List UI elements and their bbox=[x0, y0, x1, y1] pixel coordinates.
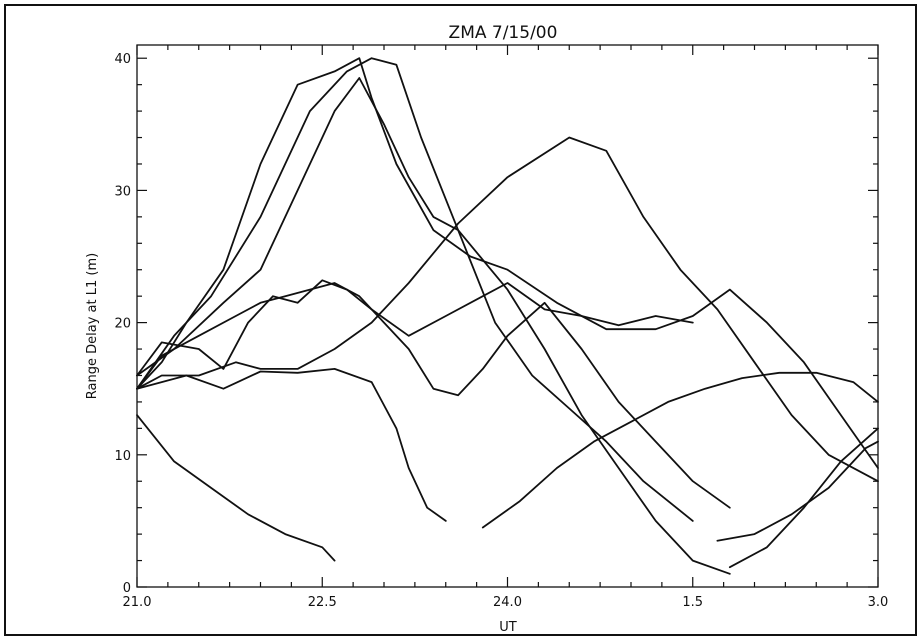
axis-ticks bbox=[136, 45, 879, 588]
chart-frame bbox=[4, 4, 917, 636]
series-line-2 bbox=[136, 367, 447, 522]
series-line-4 bbox=[136, 282, 731, 509]
x-tick-label: 24.0 bbox=[493, 595, 522, 610]
series-line-9 bbox=[481, 371, 879, 529]
series-line-6 bbox=[136, 57, 879, 469]
y-tick-label: 10 bbox=[114, 449, 131, 464]
axis-tick-labels: 21.0 22.5 24.0 1.5 3.0 0 10 20 30 40 bbox=[114, 52, 888, 610]
series-line-7 bbox=[136, 57, 694, 522]
series-line-3 bbox=[136, 279, 694, 377]
plot-area bbox=[136, 44, 879, 588]
data-series bbox=[136, 57, 879, 575]
x-axis-title: UT bbox=[499, 620, 517, 635]
y-tick-label: 0 bbox=[123, 581, 131, 596]
x-tick-label: 3.0 bbox=[868, 595, 889, 610]
series-line-8 bbox=[136, 77, 731, 575]
series-line-10 bbox=[716, 440, 879, 542]
series-line-11 bbox=[728, 427, 879, 569]
chart-title: ZMA 7/15/00 bbox=[449, 23, 558, 43]
x-tick-label: 1.5 bbox=[682, 595, 703, 610]
x-tick-label: 21.0 bbox=[123, 595, 152, 610]
y-tick-label: 30 bbox=[114, 184, 131, 199]
y-axis-title: Range Delay at L1 (m) bbox=[85, 253, 100, 399]
x-tick-label: 22.5 bbox=[308, 595, 337, 610]
y-tick-label: 40 bbox=[114, 52, 131, 67]
series-line-5 bbox=[136, 136, 879, 483]
series-line-1 bbox=[136, 414, 336, 562]
y-tick-label: 20 bbox=[114, 317, 131, 332]
